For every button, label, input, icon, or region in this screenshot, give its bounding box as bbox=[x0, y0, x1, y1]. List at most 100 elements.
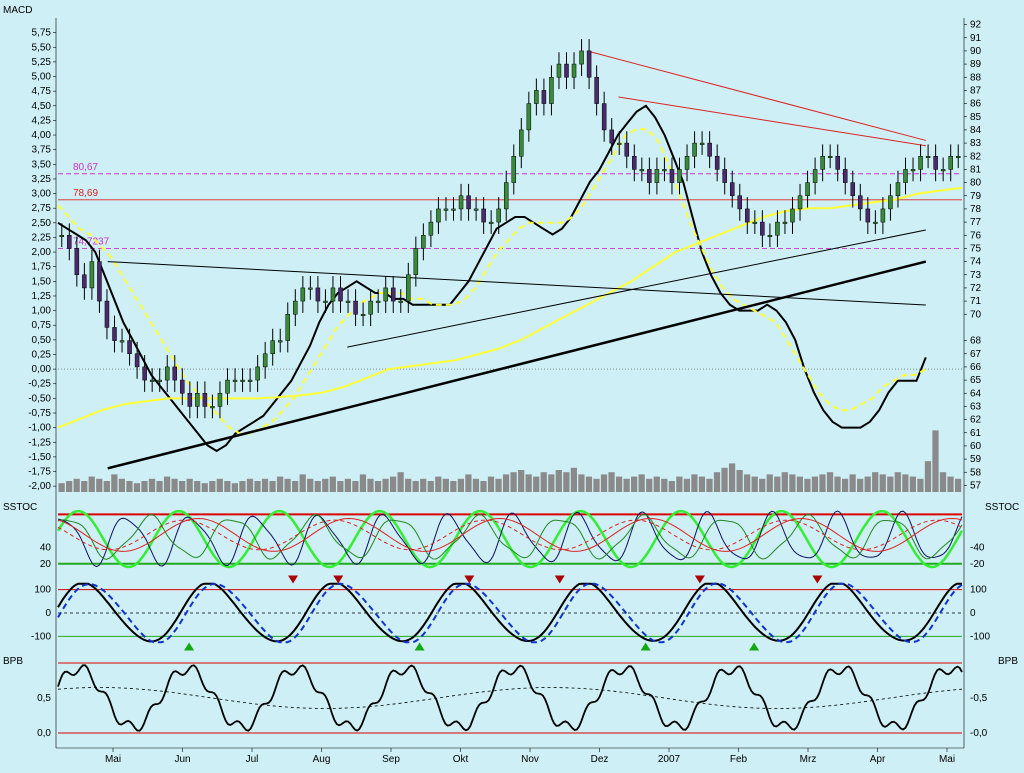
osc-right-tick: -100 bbox=[970, 631, 990, 642]
left-tick-label: 0,25 bbox=[32, 349, 52, 360]
volume-bar bbox=[804, 478, 811, 492]
candle-body bbox=[421, 235, 426, 249]
candle-body bbox=[888, 195, 893, 210]
volume-bar bbox=[947, 476, 954, 492]
volume-bar bbox=[570, 467, 577, 492]
volume-bar bbox=[676, 476, 683, 492]
bpb-line bbox=[57, 664, 963, 732]
volume-bar bbox=[487, 476, 495, 492]
left-tick-label: 4,25 bbox=[32, 115, 52, 126]
left-tick-label: -1,75 bbox=[28, 467, 51, 478]
candle-body bbox=[541, 90, 547, 104]
volume-bar bbox=[58, 483, 65, 492]
left-tick-label: -0,75 bbox=[28, 408, 51, 419]
left-tick-label: -0,25 bbox=[28, 379, 51, 390]
sell-marker bbox=[812, 575, 823, 584]
candle-body bbox=[187, 393, 193, 407]
month-label: Jul bbox=[246, 754, 259, 765]
volume-bar bbox=[887, 476, 894, 492]
volume-bar bbox=[683, 478, 690, 492]
candle-body bbox=[805, 182, 810, 196]
volume-bar bbox=[261, 478, 269, 492]
candle-body bbox=[481, 208, 486, 223]
right-tick-label: 71 bbox=[970, 296, 982, 307]
right-tick-label: 58 bbox=[970, 467, 982, 478]
volume-bar bbox=[939, 472, 947, 492]
volume-bar bbox=[420, 478, 427, 492]
volume-bar bbox=[133, 483, 141, 492]
right-tick-label: 90 bbox=[970, 46, 982, 57]
volume-bar bbox=[480, 481, 487, 492]
candle-body bbox=[172, 366, 178, 381]
right-tick-label: 89 bbox=[970, 59, 982, 70]
volume-bar bbox=[864, 476, 871, 492]
candle-body bbox=[240, 379, 245, 382]
candle-body bbox=[330, 287, 336, 302]
sstoc-left-tick: 40 bbox=[40, 542, 52, 553]
sstoc-left-tick: 20 bbox=[40, 559, 52, 570]
volume-bar bbox=[367, 478, 374, 492]
panel-title-sstoc: SSTOC bbox=[3, 502, 37, 513]
candle-body bbox=[564, 63, 569, 78]
right-tick-label: 83 bbox=[970, 138, 982, 149]
candle-body bbox=[865, 208, 871, 223]
sell-marker bbox=[288, 575, 299, 584]
volume-bar bbox=[472, 478, 480, 492]
right-tick-label: 91 bbox=[970, 33, 982, 44]
right-tick-label: 75 bbox=[970, 243, 982, 254]
left-tick-label: 2,75 bbox=[32, 203, 52, 214]
month-label: Mai bbox=[939, 754, 955, 765]
candle-body bbox=[443, 208, 449, 211]
candle-body bbox=[880, 208, 886, 223]
trendline bbox=[107, 261, 926, 306]
volume-bar bbox=[276, 476, 284, 492]
left-tick-label: -1,25 bbox=[28, 437, 51, 448]
candle-body bbox=[315, 287, 321, 302]
month-label: Dez bbox=[591, 754, 609, 765]
month-label: Apr bbox=[870, 754, 886, 765]
volume-bar bbox=[857, 478, 864, 492]
osc-blue-dashed-line bbox=[57, 582, 963, 644]
volume-bar bbox=[148, 478, 156, 492]
candle-body bbox=[925, 156, 931, 158]
right-tick-label: 80 bbox=[970, 178, 982, 189]
candle-body bbox=[616, 142, 622, 145]
volume-bar bbox=[156, 481, 163, 492]
right-tick-label: 62 bbox=[970, 415, 982, 426]
left-tick-label: 1,50 bbox=[32, 276, 52, 287]
candle-body bbox=[827, 156, 833, 158]
volume-bar bbox=[450, 481, 457, 492]
volume-bar bbox=[849, 474, 856, 492]
candle-body bbox=[89, 261, 95, 289]
month-label: Sep bbox=[382, 754, 400, 765]
sell-marker bbox=[333, 575, 344, 584]
volume-bar bbox=[646, 478, 653, 492]
trendline bbox=[107, 260, 927, 470]
left-tick-label: 5,00 bbox=[32, 72, 52, 83]
candle-body bbox=[74, 248, 80, 276]
osc-right-tick: 100 bbox=[970, 585, 987, 596]
candle-body bbox=[368, 300, 373, 315]
volume-bar bbox=[721, 467, 728, 492]
candle-body bbox=[473, 208, 479, 211]
volume-bar bbox=[299, 474, 306, 492]
month-label: Aug bbox=[313, 754, 331, 765]
volume-bar bbox=[427, 481, 434, 492]
volume-bar bbox=[495, 478, 502, 492]
candle-body bbox=[609, 129, 614, 144]
volume-bar bbox=[179, 481, 186, 492]
volume-bar bbox=[917, 478, 924, 492]
volume-bar bbox=[337, 481, 344, 492]
trendline bbox=[347, 229, 926, 348]
candle-body bbox=[684, 156, 690, 170]
candle-body bbox=[210, 406, 215, 409]
right-tick-label: 92 bbox=[970, 20, 982, 31]
macd-series-line bbox=[57, 186, 963, 429]
panel-title-macd: MACD bbox=[3, 5, 32, 16]
month-label: Mrz bbox=[800, 754, 817, 765]
right-tick-label: 64 bbox=[970, 388, 982, 399]
volume-bar bbox=[631, 476, 638, 492]
volume-bar bbox=[435, 476, 442, 492]
candle-body bbox=[775, 221, 780, 236]
